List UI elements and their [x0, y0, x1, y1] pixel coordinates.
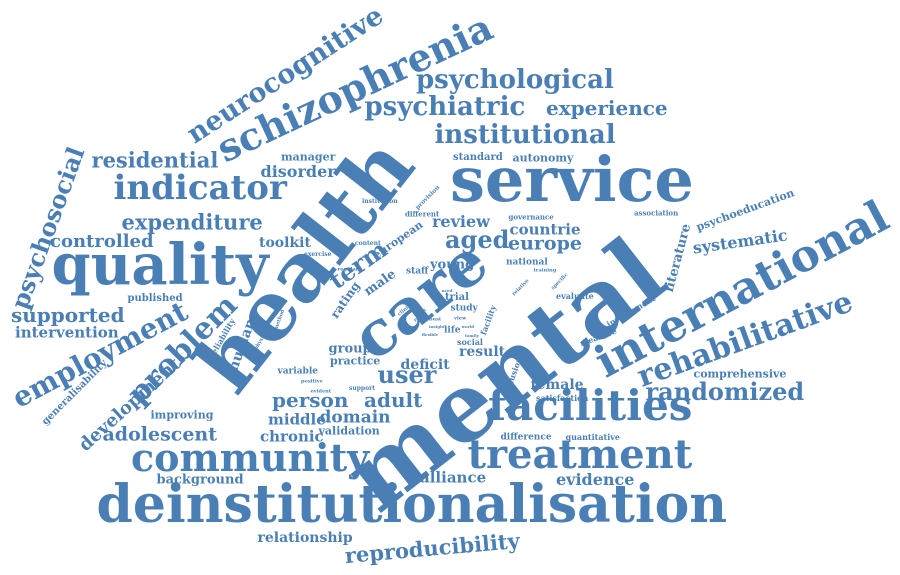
- word-group: group: [328, 341, 372, 357]
- word-insight: insight: [429, 324, 445, 329]
- word-support: support: [349, 385, 376, 392]
- word-evaluate: evaluate: [556, 291, 594, 301]
- word-robust: robust: [423, 316, 442, 323]
- word-alliance: alliance: [420, 468, 487, 487]
- word-standard: standard: [453, 152, 503, 163]
- word-reproducibility: reproducibility: [343, 527, 521, 569]
- word-practice: practice: [330, 354, 381, 368]
- word-published: published: [127, 293, 183, 304]
- word-variable: variable: [277, 366, 319, 377]
- word-content: content: [355, 240, 381, 247]
- word-deficit: deficit: [400, 357, 450, 373]
- word-institutional: institutional: [434, 120, 616, 150]
- word-middle: middle: [268, 410, 326, 429]
- word-study: study: [450, 303, 478, 314]
- word-deinstitutionalisation: deinstitutionalisation: [96, 474, 728, 535]
- word-trial: trial: [445, 292, 469, 303]
- word-domain: domain: [319, 407, 391, 428]
- word-institution: institution: [362, 198, 398, 205]
- word-national: national: [506, 257, 548, 268]
- word-positive: positive: [301, 378, 323, 385]
- word-facilities: facilities: [488, 381, 693, 430]
- word-staff: staff: [406, 266, 429, 277]
- word-adult: adult: [364, 388, 423, 412]
- word-review: review: [432, 212, 490, 231]
- word-indicator: indicator: [113, 168, 287, 208]
- word-young: young: [430, 257, 475, 273]
- word-literature: literature: [661, 222, 695, 294]
- word-view: view: [454, 315, 467, 322]
- word-intervention: intervention: [15, 323, 119, 342]
- word-quantitative: quantitative: [565, 432, 621, 442]
- word-adolescent: adolescent: [102, 423, 218, 446]
- word-chronic: chronic: [260, 427, 324, 446]
- word-aged: aged: [445, 225, 510, 254]
- word-residential: residential: [91, 147, 219, 173]
- word-life: life: [444, 325, 461, 336]
- word-comprehensive: comprehensive: [693, 367, 787, 381]
- word-user: user: [377, 360, 437, 389]
- word-experience: experience: [546, 96, 668, 120]
- word-exercise: exercise: [304, 251, 332, 258]
- word-autonomy: autonomy: [512, 151, 574, 165]
- word-europe: europe: [508, 232, 582, 255]
- word-difference: difference: [500, 432, 552, 443]
- word-social: social: [457, 337, 483, 347]
- word-result: result: [459, 344, 506, 360]
- word-quality: quality: [51, 232, 269, 298]
- word-background: background: [156, 472, 244, 488]
- word-treatment: treatment: [467, 431, 693, 478]
- word-validation: validation: [318, 424, 380, 438]
- word-service: service: [450, 143, 694, 216]
- word-relationship: relationship: [257, 530, 353, 546]
- word-association: association: [634, 208, 679, 218]
- word-psychiatric: psychiatric: [364, 92, 526, 122]
- word-need: need: [441, 288, 453, 293]
- word-toolkit: toolkit: [259, 235, 311, 251]
- word-supported: supported: [11, 303, 125, 327]
- word-expenditure: expenditure: [121, 209, 263, 235]
- word-person: person: [272, 388, 349, 412]
- word-community: community: [131, 435, 370, 480]
- word-manager: manager: [281, 150, 336, 164]
- word-satisfaction: satisfaction: [536, 393, 589, 403]
- word-training: training: [533, 267, 557, 274]
- word-world: world: [461, 324, 475, 329]
- word-governance: governance: [508, 212, 554, 222]
- word-countrie: countrie: [509, 220, 581, 239]
- word-female: female: [530, 377, 584, 393]
- word-evidence: evidence: [556, 470, 635, 489]
- word-family: family: [465, 333, 479, 338]
- word-disorder: disorder: [260, 162, 336, 181]
- word-psychological: psychological: [416, 65, 614, 95]
- word-flexible: flexible: [422, 332, 439, 337]
- word-evident: evident: [310, 388, 332, 395]
- word-improving: improving: [150, 408, 214, 422]
- word-different: different: [405, 209, 440, 219]
- word-randomized: randomized: [645, 377, 805, 406]
- word-controlled: controlled: [50, 231, 154, 252]
- word-regular: regular: [337, 266, 359, 273]
